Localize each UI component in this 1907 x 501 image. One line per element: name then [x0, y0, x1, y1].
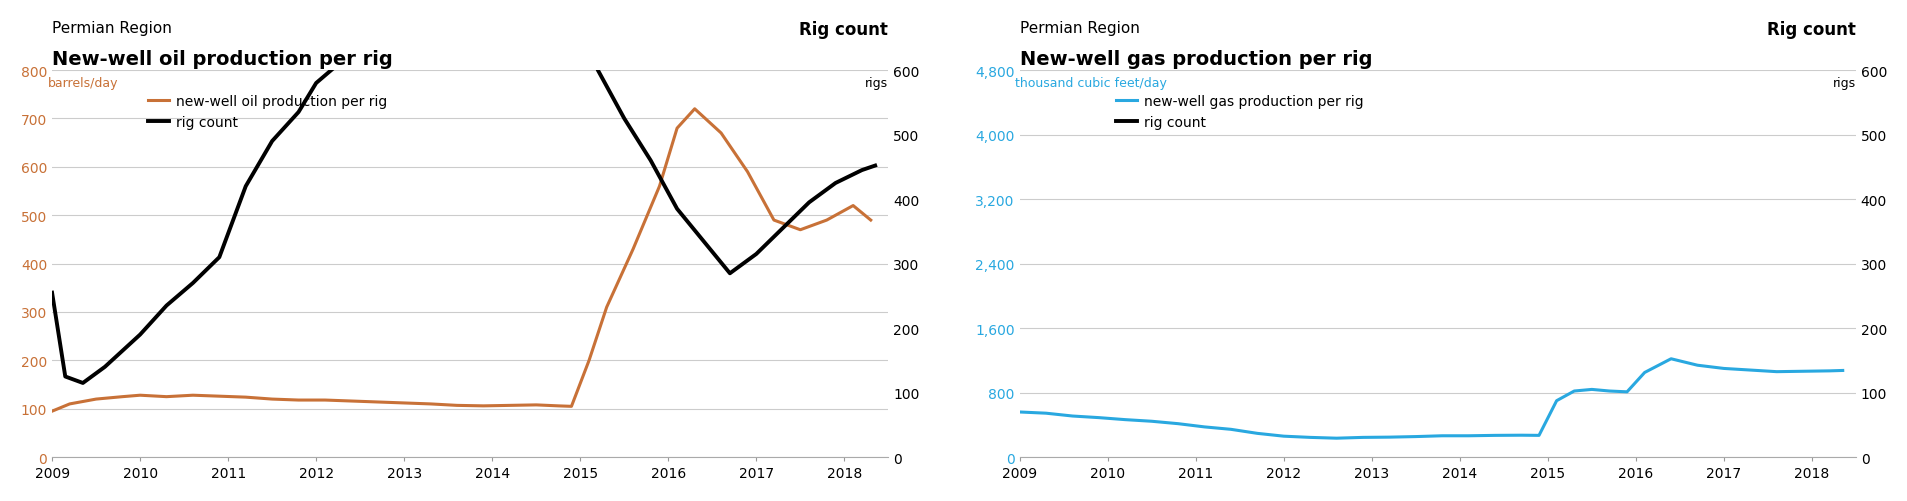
- Text: New-well gas production per rig: New-well gas production per rig: [1018, 50, 1371, 69]
- Text: Rig count: Rig count: [1766, 21, 1856, 39]
- Text: rigs: rigs: [1833, 77, 1856, 90]
- Legend: new-well oil production per rig, rig count: new-well oil production per rig, rig cou…: [143, 90, 393, 135]
- Text: Permian Region: Permian Region: [51, 21, 172, 36]
- Text: rigs: rigs: [864, 77, 889, 90]
- Text: New-well oil production per rig: New-well oil production per rig: [51, 50, 393, 69]
- Legend: new-well gas production per rig, rig count: new-well gas production per rig, rig cou…: [1110, 90, 1367, 135]
- Text: thousand cubic feet/day: thousand cubic feet/day: [1015, 77, 1167, 90]
- Text: Rig count: Rig count: [799, 21, 889, 39]
- Text: barrels/day: barrels/day: [48, 77, 118, 90]
- Text: Permian Region: Permian Region: [1018, 21, 1138, 36]
